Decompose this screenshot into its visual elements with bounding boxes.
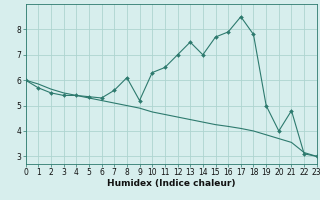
X-axis label: Humidex (Indice chaleur): Humidex (Indice chaleur) [107, 179, 236, 188]
